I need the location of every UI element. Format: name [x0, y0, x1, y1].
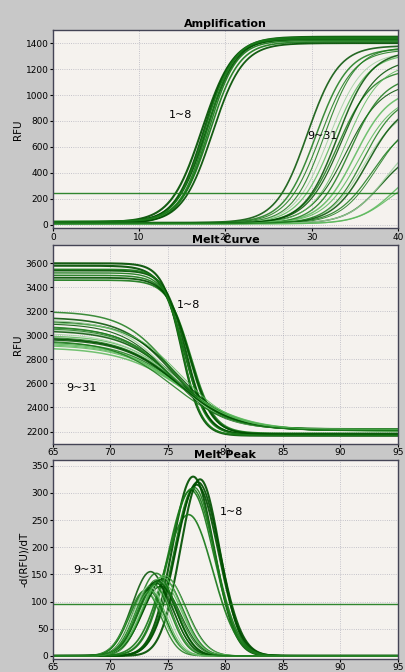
- Text: 9~31: 9~31: [307, 131, 337, 141]
- Text: 1~8: 1~8: [177, 300, 200, 310]
- Title: Melt Peak: Melt Peak: [194, 450, 256, 460]
- Text: 9~31: 9~31: [73, 565, 104, 575]
- X-axis label: Temperature, Celsius: Temperature, Celsius: [170, 462, 279, 472]
- Y-axis label: RFU: RFU: [13, 119, 23, 140]
- Text: 1~8: 1~8: [169, 110, 192, 120]
- Title: Amplification: Amplification: [183, 19, 266, 30]
- Y-axis label: -d(RFU)/dT: -d(RFU)/dT: [19, 532, 28, 587]
- Y-axis label: RFU: RFU: [13, 334, 23, 355]
- Text: 1~8: 1~8: [219, 507, 242, 517]
- X-axis label: Cycles: Cycles: [208, 247, 242, 257]
- Text: 9~31: 9~31: [66, 382, 97, 392]
- Title: Melt Curve: Melt Curve: [191, 235, 258, 245]
